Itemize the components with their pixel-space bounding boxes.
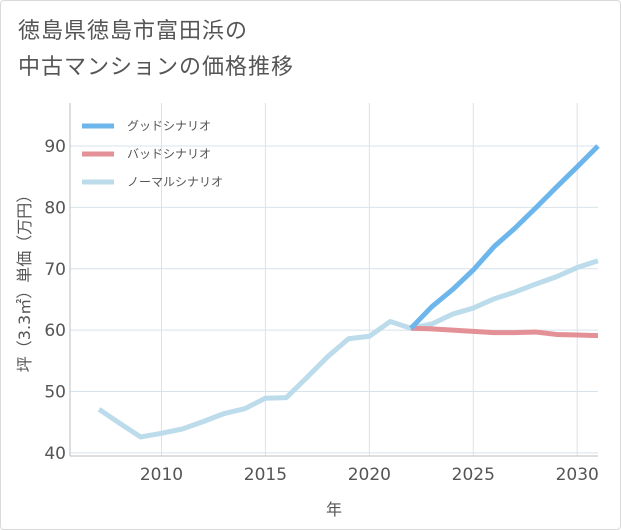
series-line-2 xyxy=(97,258,599,440)
y-tick-label-40: 40 xyxy=(44,444,66,464)
series-lines xyxy=(97,144,600,440)
plot-area-background xyxy=(70,103,598,456)
x-tick-label-2025: 2025 xyxy=(452,465,495,485)
legend-label-2: ノーマルシナリオ xyxy=(127,175,223,189)
y-tick-label-80: 80 xyxy=(44,198,66,218)
series-line-1 xyxy=(410,325,599,339)
chart-title-line2: 中古マンションの価格推移 xyxy=(18,55,295,80)
legend-label-1: バッドシナリオ xyxy=(127,147,211,161)
y-tick-label-70: 70 xyxy=(44,260,66,280)
series-line-0 xyxy=(409,144,600,331)
chart-title: 徳島県徳島市富田浜の 中古マンションの価格推移 xyxy=(18,14,294,86)
x-axis-title: 年 xyxy=(326,500,342,519)
x-tick-label-2015: 2015 xyxy=(244,465,287,485)
x-tick-label-2010: 2010 xyxy=(140,465,183,485)
x-tick-label-2030: 2030 xyxy=(556,465,599,485)
x-tick-label-2020: 2020 xyxy=(348,465,391,485)
y-tick-label-90: 90 xyxy=(44,137,66,157)
legend-label-0: グッドシナリオ xyxy=(127,119,211,133)
chart-title-line1: 徳島県徳島市富田浜の xyxy=(18,19,249,44)
axes xyxy=(69,103,598,457)
y-tick-label-60: 60 xyxy=(44,321,66,341)
grid-lines xyxy=(70,103,598,456)
y-axis-title: 坪（3.3㎡）単価（万円） xyxy=(15,187,34,372)
tick-labels: 2010 2015 2020 2025 2030 40 50 60 70 80 90 xyxy=(44,137,598,485)
y-tick-label-50: 50 xyxy=(44,383,66,403)
